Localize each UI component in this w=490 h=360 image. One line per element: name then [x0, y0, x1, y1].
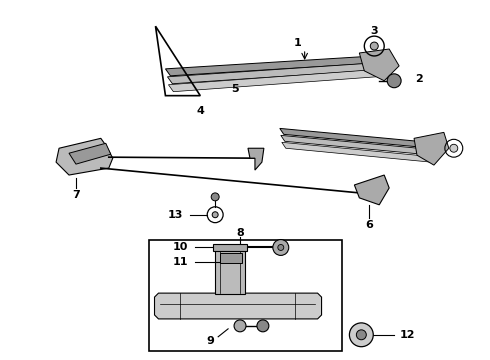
Polygon shape	[213, 244, 247, 251]
FancyBboxPatch shape	[148, 239, 343, 351]
Text: 3: 3	[370, 26, 378, 36]
Polygon shape	[281, 135, 433, 155]
Circle shape	[349, 323, 373, 347]
Circle shape	[278, 244, 284, 251]
Text: 6: 6	[366, 220, 373, 230]
Polygon shape	[282, 142, 431, 162]
Text: 13: 13	[168, 210, 183, 220]
Text: 9: 9	[206, 336, 214, 346]
Polygon shape	[414, 132, 449, 165]
Polygon shape	[56, 138, 113, 175]
Polygon shape	[169, 70, 376, 92]
Text: 5: 5	[231, 84, 239, 94]
Polygon shape	[215, 247, 245, 294]
Text: 12: 12	[399, 330, 415, 340]
Polygon shape	[166, 56, 379, 76]
Circle shape	[370, 42, 378, 50]
Text: 10: 10	[172, 243, 188, 252]
Circle shape	[387, 74, 401, 88]
Polygon shape	[69, 143, 111, 164]
Polygon shape	[354, 175, 389, 205]
Text: 4: 4	[196, 105, 204, 116]
Text: 8: 8	[236, 228, 244, 238]
Circle shape	[450, 144, 458, 152]
Text: 2: 2	[415, 74, 423, 84]
Circle shape	[356, 330, 367, 340]
Polygon shape	[248, 148, 264, 170]
Text: 7: 7	[72, 190, 80, 200]
Text: 1: 1	[294, 38, 301, 48]
Circle shape	[211, 193, 219, 201]
Polygon shape	[154, 293, 321, 319]
Circle shape	[273, 239, 289, 255]
Circle shape	[234, 320, 246, 332]
Polygon shape	[359, 49, 399, 81]
Circle shape	[257, 320, 269, 332]
Polygon shape	[220, 253, 242, 264]
Circle shape	[212, 212, 218, 218]
Polygon shape	[280, 129, 433, 148]
Polygon shape	[168, 63, 379, 84]
Text: 11: 11	[172, 257, 188, 267]
